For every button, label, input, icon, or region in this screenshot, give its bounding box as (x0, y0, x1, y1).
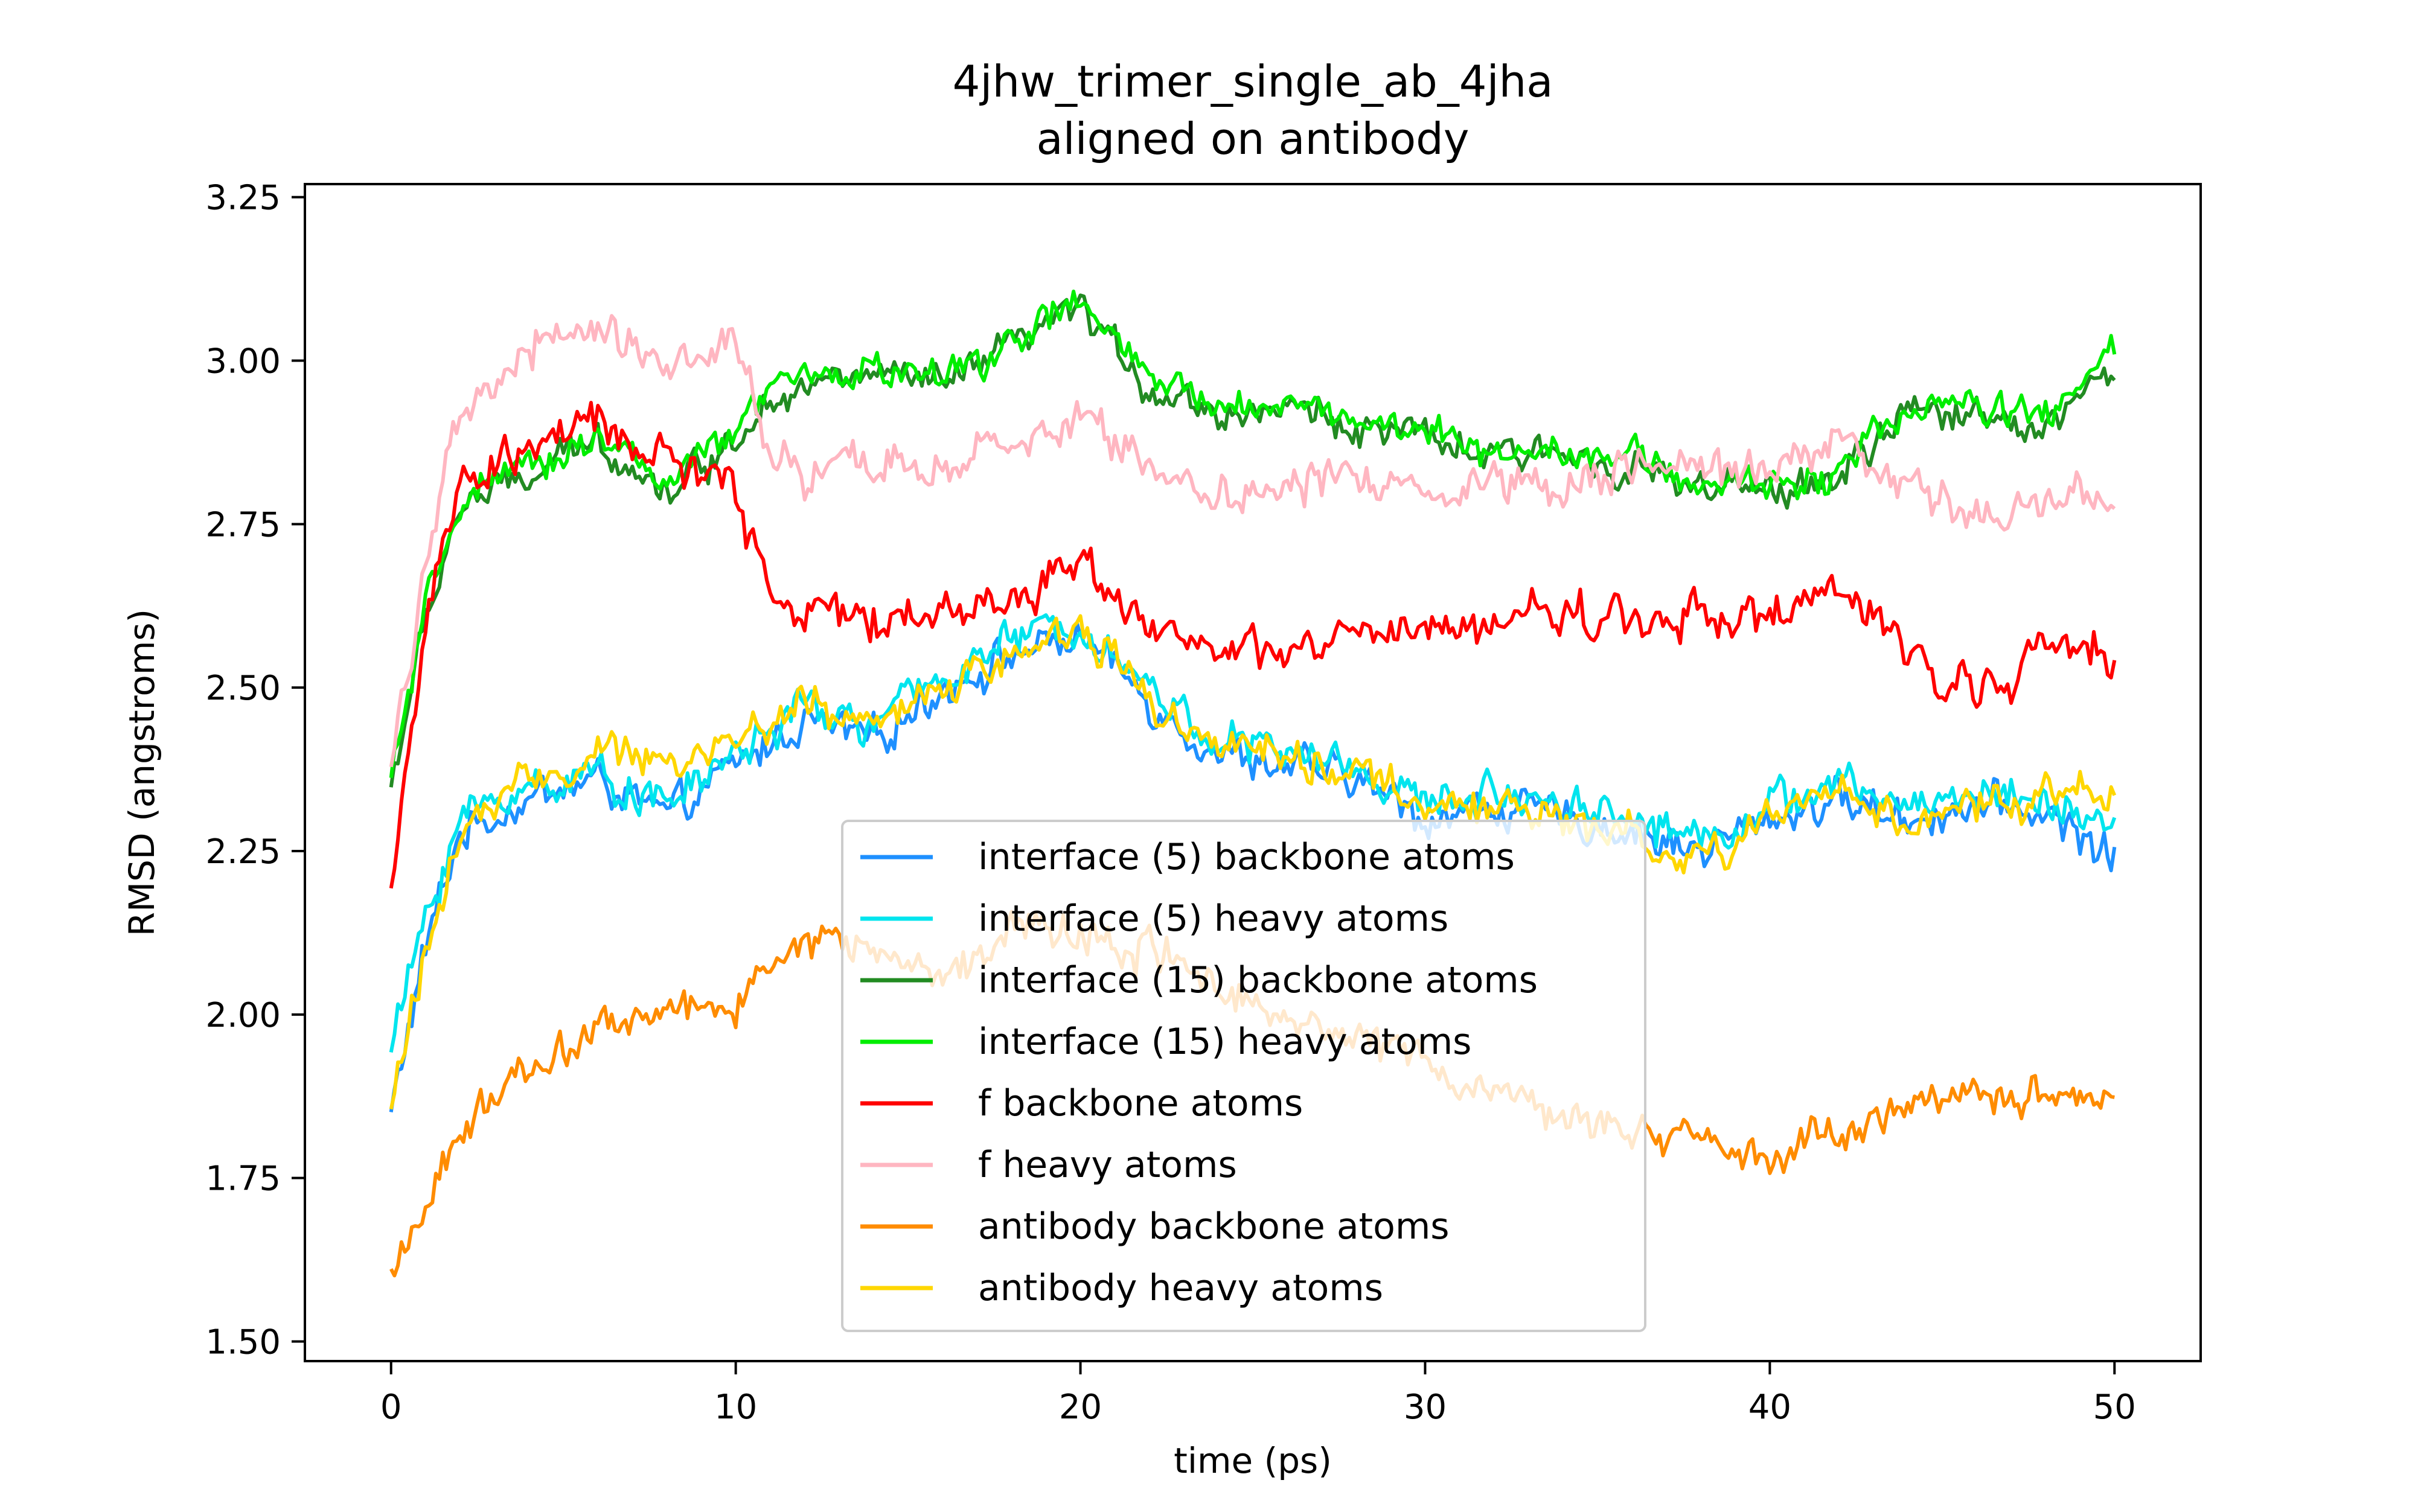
series-line-8 (389, 614, 2117, 1110)
series-line-4 (389, 289, 2117, 778)
y-tick-label: 2.50 (205, 669, 281, 708)
legend-label: antibody backbone atoms (978, 1205, 1450, 1248)
x-tick-label: 0 (380, 1388, 402, 1427)
legend-label: interface (5) heavy atoms (978, 898, 1448, 940)
x-tick-label: 20 (1059, 1388, 1102, 1427)
y-axis-label: RMSD (angstroms) (121, 609, 162, 936)
legend-label: interface (15) heavy atoms (978, 1021, 1471, 1063)
chart-subtitle: aligned on antibody (1037, 113, 1470, 164)
series-line-5 (389, 401, 2117, 889)
y-tick-label: 2.75 (205, 505, 281, 544)
legend-label: f heavy atoms (978, 1144, 1237, 1186)
series-line-3 (389, 293, 2116, 788)
x-tick-label: 40 (1748, 1388, 1791, 1427)
x-tick-label: 50 (2093, 1388, 2136, 1427)
legend-label: antibody heavy atoms (978, 1267, 1383, 1309)
plot-frame (304, 183, 2202, 1362)
y-tick-label: 3.00 (205, 342, 281, 381)
x-axis: 0 10 20 30 40 50 (380, 1361, 2136, 1427)
series-layer (389, 289, 2117, 1278)
y-tick-label: 3.25 (205, 179, 281, 218)
series-line-2 (389, 613, 2117, 1053)
legend: interface (5) backbone atoms interface (5… (841, 820, 1646, 1332)
legend-label: interface (5) backbone atoms (978, 836, 1515, 878)
y-tick-label: 2.00 (205, 996, 281, 1035)
y-tick-label: 1.50 (205, 1323, 281, 1362)
x-tick-label: 10 (714, 1388, 757, 1427)
legend-box (841, 820, 1646, 1332)
y-tick-label: 1.75 (205, 1160, 281, 1199)
series-line-6 (389, 314, 2116, 768)
series-line-1 (389, 621, 2117, 1112)
legend-label: f backbone atoms (978, 1082, 1303, 1124)
legend-label: interface (15) backbone atoms (978, 959, 1538, 1001)
x-axis-label: time (ps) (1174, 1440, 1332, 1481)
chart-title: 4jhw_trimer_single_ab_4jha (953, 56, 1553, 107)
y-axis: 1.50 1.75 2.00 2.25 2.50 2.75 3.00 3.25 (205, 179, 305, 1362)
x-tick-label: 30 (1404, 1388, 1447, 1427)
y-tick-label: 2.25 (205, 832, 281, 872)
